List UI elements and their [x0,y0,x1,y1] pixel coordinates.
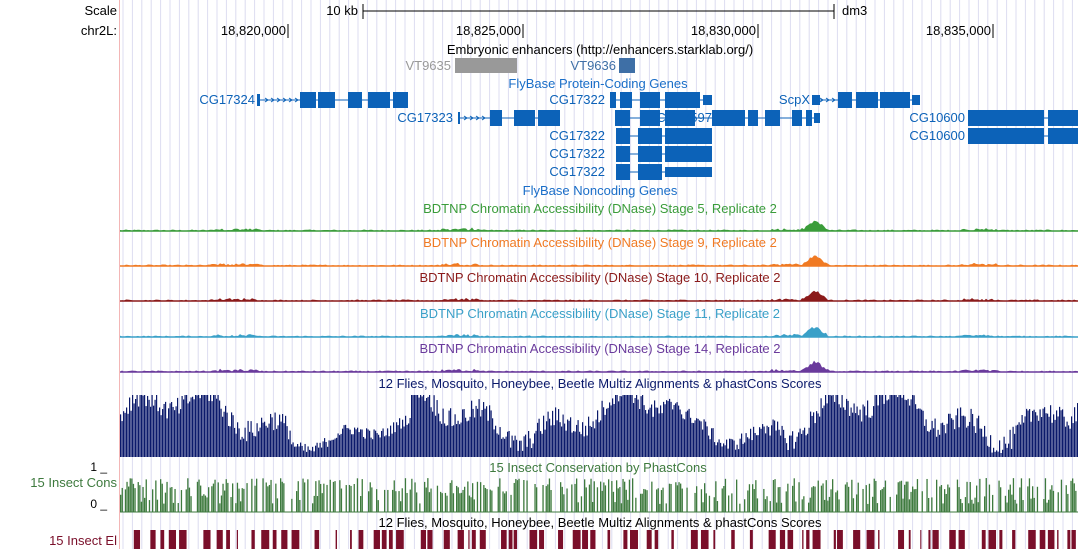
dnase-stage5-title: BDTNP Chromatin Accessibility (DNase) St… [423,201,777,216]
grid-lines [122,0,1073,549]
scale-ruler: 10 kb dm3 [326,3,867,19]
gene-label: CG17324 [199,92,255,107]
gene-model[interactable] [968,128,1078,144]
multiz-track-title: 12 Flies, Mosquito, Honeybee, Beetle Mul… [379,376,822,391]
phastcons-track-title: 15 Insect Conservation by PhastCons [489,460,707,475]
conserved-elements [133,530,1076,549]
track-label-column: Scale chr2L: 1 _ 15 Insect Cons 0 _ 15 I… [0,0,119,549]
gene-labels: CG17324 CG17323 CG17322 CG17597 ScpX CG1… [199,92,965,179]
dnase-stage10-title: BDTNP Chromatin Accessibility (DNase) St… [419,270,780,285]
assembly-label: dm3 [842,3,867,18]
gene-label: CG10600 [909,128,965,143]
elements-track-title: 12 Flies, Mosquito, Honeybee, Beetle Mul… [379,515,822,530]
enhancer-vt9635[interactable] [455,58,517,73]
gene-model[interactable] [616,128,712,144]
gene-model[interactable] [610,92,712,108]
gene-models [257,92,1078,180]
multiz-signal [120,395,1078,457]
position-ticks: 18,820,000 18,825,000 18,830,000 18,835,… [221,23,994,38]
enhancer-vt9636[interactable] [619,58,635,73]
gene-label: ScpX [779,92,810,107]
gene-label: CG17323 [397,110,453,125]
enhancers-track-title: Embryonic enhancers (http://enhancers.st… [447,42,753,57]
position-label: 18,830,000 [691,23,756,38]
gene-label: CG17322 [549,146,605,161]
gene-label: CG17322 [549,128,605,143]
position-label: 18,825,000 [456,23,521,38]
dnase-stage14-title: BDTNP Chromatin Accessibility (DNase) St… [419,341,780,356]
gene-label: CG17322 [549,164,605,179]
enhancer-label: VT9635 [405,58,451,73]
dnase-stage9-title: BDTNP Chromatin Accessibility (DNase) St… [423,235,777,250]
position-label: 18,820,000 [221,23,286,38]
gene-model[interactable] [968,110,1078,126]
gene-label: CG17322 [549,92,605,107]
scale-bar-label: 10 kb [326,3,358,18]
dnase-stage5-signal [120,220,1078,232]
phastcons-signal [120,478,1078,513]
tracks-panel: 10 kb dm3 18,820,000 18,825,000 18,830,0… [120,0,1078,549]
gene-model[interactable] [257,92,408,108]
dnase-stage14-signal [120,360,1078,373]
cons-track-label[interactable]: 15 Insect Cons [30,475,117,490]
enhancer-label: VT9636 [570,58,616,73]
gene-model[interactable] [458,110,560,126]
dnase-stage11-title: BDTNP Chromatin Accessibility (DNase) St… [420,306,780,321]
position-label: 18,835,000 [926,23,991,38]
dnase-stage9-signal [120,255,1078,267]
gene-label: CG10600 [909,110,965,125]
dnase-stage11-signal [120,327,1078,338]
left-border-line [119,0,120,549]
protein-coding-genes-title: FlyBase Protein-Coding Genes [508,76,688,91]
gene-model[interactable] [616,164,712,180]
elements-track-label[interactable]: 15 Insect El [49,533,117,548]
cons-max-label: 1 _ [90,460,107,474]
gene-model[interactable] [812,92,920,108]
gene-model[interactable] [615,110,712,126]
gene-label: CG17597 [656,110,712,125]
cons-min-label: 0 _ [90,497,107,511]
noncoding-genes-title: FlyBase Noncoding Genes [523,183,678,198]
scale-label: Scale [84,3,117,18]
chromosome-label: chr2L: [80,23,117,38]
dnase-stage10-signal [120,290,1078,302]
gene-model[interactable] [712,110,820,126]
gene-model[interactable] [616,146,712,162]
